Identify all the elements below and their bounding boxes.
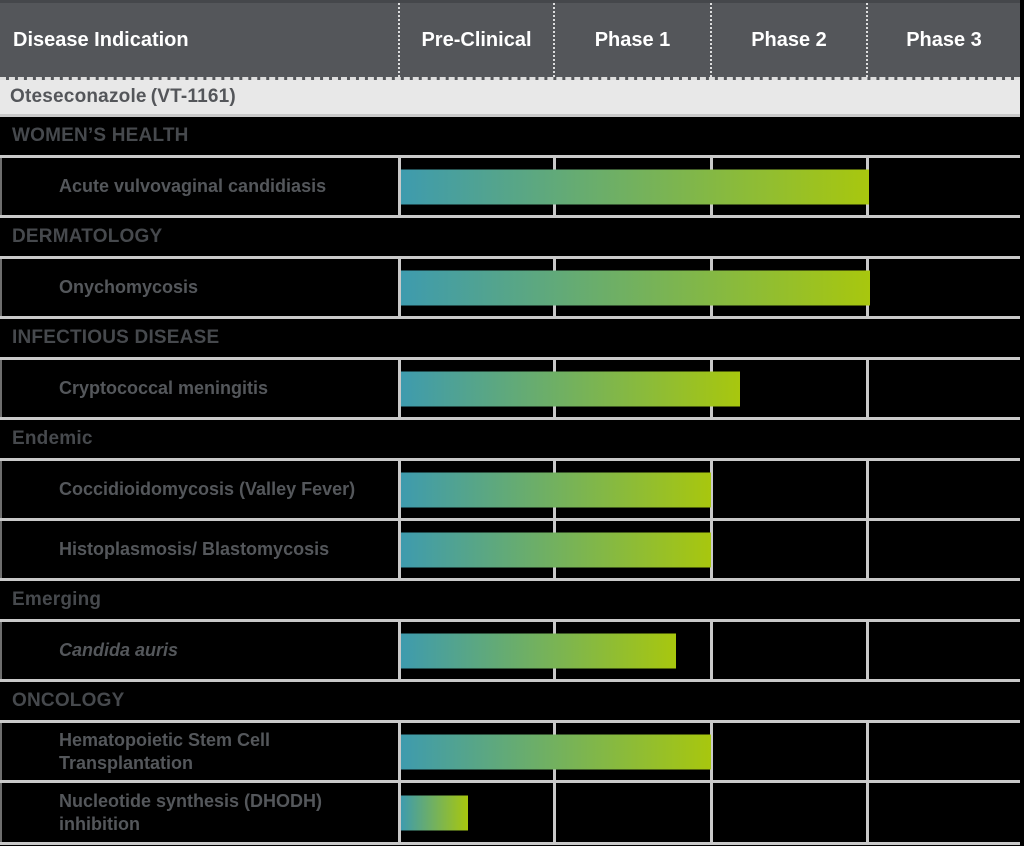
phase-gridline	[553, 783, 556, 842]
indication-label: Acute vulvovaginal candidiasis	[59, 176, 327, 197]
phase-gridline	[866, 723, 869, 780]
phase-gridline	[710, 622, 713, 679]
phase-gridline	[866, 521, 869, 578]
indication-row-candida-auris: Candida auris	[0, 622, 1020, 682]
column-header-disease-indication: Disease Indication	[13, 28, 189, 51]
indication-label: Histoplasmosis/ Blastomycosis	[59, 539, 330, 560]
indication-row-coccidioidomycosis: Coccidioidomycosis (Valley Fever)	[0, 461, 1020, 521]
phase-gridline	[710, 723, 713, 780]
category-label: INFECTIOUS DISEASE	[12, 327, 220, 348]
pipeline-bar	[401, 169, 869, 204]
indication-label-cell: Acute vulvovaginal candidiasis	[0, 158, 398, 215]
pipeline-bar	[401, 270, 870, 305]
indication-row-histoplasmosis-blastomycosis: Histoplasmosis/ Blastomycosis	[0, 521, 1020, 581]
indication-label: Nucleotide synthesis (DHODH) inhibition	[59, 791, 323, 834]
indication-label-cell: Onychomycosis	[0, 259, 398, 316]
category-label: Emerging	[12, 589, 102, 610]
indication-label: Candida auris	[59, 640, 179, 661]
phase-gridline	[866, 461, 869, 518]
phase-track	[398, 622, 1020, 679]
phase-gridline	[866, 360, 869, 417]
category-row-endemic: Endemic	[0, 420, 1020, 461]
indication-label-cell: Histoplasmosis/ Blastomycosis	[0, 521, 398, 578]
phase-gridline	[710, 461, 713, 518]
column-header-pre-clinical: Pre-Clinical	[398, 3, 553, 77]
phase-track	[398, 783, 1020, 842]
pipeline-bar	[401, 371, 741, 406]
category-row-emerging: Emerging	[0, 581, 1020, 622]
indication-label-cell: Hematopoietic Stem Cell Transplantation	[0, 723, 398, 780]
phase-track	[398, 158, 1020, 215]
category-label: ONCOLOGY	[12, 690, 125, 711]
phase-gridline	[710, 521, 713, 578]
drug-title: Oteseconazole (VT-1161)	[10, 86, 236, 107]
category-label: DERMATOLOGY	[12, 226, 163, 247]
phase-gridline	[710, 783, 713, 842]
indication-row-hematopoietic-stem-cell-transplantation: Hematopoietic Stem Cell Transplantation	[0, 723, 1020, 783]
indication-label: Cryptococcal meningitis	[59, 378, 269, 399]
indication-label: Hematopoietic Stem Cell Transplantation	[59, 730, 271, 773]
header-row: Disease Indication Pre-Clinical Phase 1 …	[0, 0, 1020, 80]
category-row-oncology: ONCOLOGY	[0, 682, 1020, 723]
column-header-phase-3: Phase 3	[866, 3, 1020, 77]
drug-title-row: Oteseconazole (VT-1161)	[0, 80, 1020, 117]
category-label: WOMEN’S HEALTH	[12, 125, 189, 146]
indication-row-cryptococcal-meningitis: Cryptococcal meningitis	[0, 360, 1020, 420]
column-header-phase-2: Phase 2	[710, 3, 866, 77]
phase-track	[398, 259, 1020, 316]
indication-label: Onychomycosis	[59, 277, 199, 298]
phase-track	[398, 461, 1020, 518]
category-row-infectious-disease: INFECTIOUS DISEASE	[0, 319, 1020, 360]
pipeline-bar	[401, 734, 711, 769]
phase-gridline	[866, 622, 869, 679]
indication-row-acute-vulvovaginal-candidiasis: Acute vulvovaginal candidiasis	[0, 158, 1020, 218]
phase-track	[398, 521, 1020, 578]
phase-gridline	[866, 783, 869, 842]
pipeline-bar	[401, 795, 468, 830]
indication-label: Coccidioidomycosis (Valley Fever)	[59, 479, 356, 500]
indication-label-cell: Nucleotide synthesis (DHODH) inhibition	[0, 783, 398, 842]
category-row-dermatology: DERMATOLOGY	[0, 218, 1020, 259]
pipeline-bar	[401, 532, 711, 567]
pipeline-bar	[401, 472, 711, 507]
indication-row-onychomycosis: Onychomycosis	[0, 259, 1020, 319]
indication-label-cell: Coccidioidomycosis (Valley Fever)	[0, 461, 398, 518]
phase-track	[398, 723, 1020, 780]
phase-track	[398, 360, 1020, 417]
pipeline-bar	[401, 633, 676, 668]
category-label: Endemic	[12, 428, 93, 449]
indication-row-nucleotide-synthesis-dhodh-inhibition: Nucleotide synthesis (DHODH) inhibition	[0, 783, 1020, 845]
category-row-womens-health: WOMEN’S HEALTH	[0, 117, 1020, 158]
indication-label-cell: Cryptococcal meningitis	[0, 360, 398, 417]
indication-label-cell: Candida auris	[0, 622, 398, 679]
column-header-phase-1: Phase 1	[553, 3, 710, 77]
